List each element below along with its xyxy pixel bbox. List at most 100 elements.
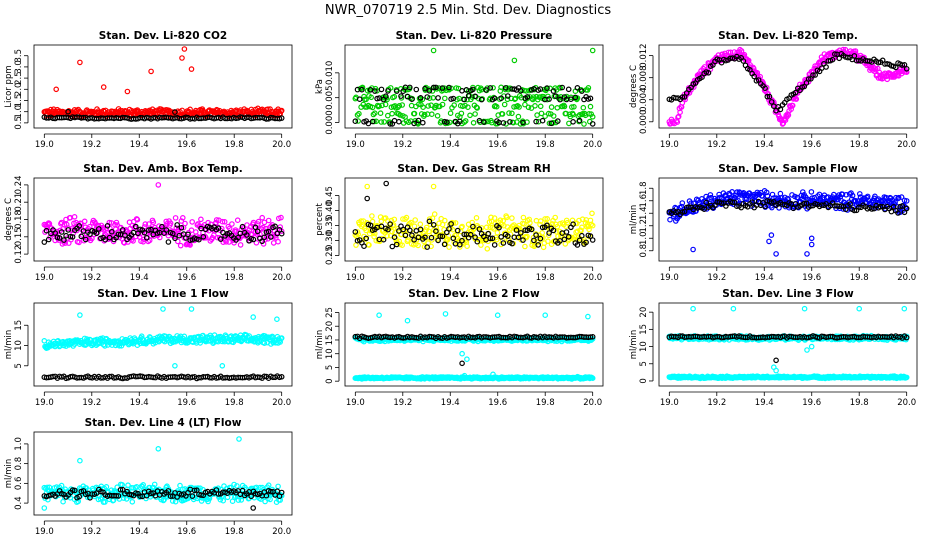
data-point [509, 110, 515, 117]
data-point [546, 96, 552, 102]
y-tick-label: 15 [639, 324, 649, 335]
data-point [441, 241, 448, 248]
data-point [408, 219, 414, 226]
data-point [417, 95, 424, 101]
data-point [115, 231, 122, 238]
data-point [512, 95, 519, 102]
data-point [422, 234, 428, 241]
data-point [239, 223, 246, 230]
data-point [82, 236, 89, 243]
data-point [485, 230, 492, 237]
data-point [426, 216, 433, 222]
data-point [259, 214, 266, 221]
x-tick-label: 19.8 [850, 398, 869, 408]
data-point [504, 93, 511, 99]
data-point [96, 226, 102, 232]
y-tick-label: 1.5 [14, 94, 24, 108]
panel-title: Stan. Dev. Gas Stream RH [397, 163, 550, 175]
data-point [467, 231, 474, 238]
data-point [437, 233, 444, 240]
data-point [545, 238, 551, 245]
data-point [429, 215, 436, 222]
data-point [379, 102, 385, 109]
data-point [406, 227, 413, 234]
data-point [221, 219, 228, 225]
data-point [365, 120, 372, 127]
data-point [411, 223, 418, 230]
scatter-points [41, 182, 285, 249]
data-point [254, 228, 261, 235]
data-point [262, 225, 269, 232]
data-point [278, 230, 285, 237]
data-point [524, 233, 530, 240]
plot-frame [33, 177, 293, 262]
y-tick-label: 0 [325, 378, 335, 383]
data-point [182, 220, 188, 227]
data-point [589, 121, 596, 127]
data-point [45, 236, 52, 243]
data-point [113, 219, 120, 226]
data-point [530, 94, 537, 100]
outlier-point [459, 350, 465, 357]
x-tick-label: 19.0 [346, 398, 365, 408]
x-tick-label: 19.2 [707, 398, 726, 408]
data-point [415, 117, 422, 124]
data-point [555, 233, 561, 240]
outlier-point [459, 360, 465, 367]
outlier-point [804, 347, 810, 353]
y-tick-label: 15 [14, 320, 24, 331]
data-point [376, 103, 382, 109]
data-point [738, 48, 745, 54]
data-point [489, 235, 496, 242]
data-point [545, 93, 551, 100]
data-point [369, 104, 376, 111]
data-point [546, 120, 553, 127]
data-point [456, 241, 463, 248]
y-tick-label: 3.5 [14, 49, 24, 63]
data-point [561, 103, 568, 110]
data-point [484, 246, 491, 252]
data-point [237, 242, 244, 248]
data-point [537, 218, 544, 224]
data-point [901, 62, 908, 68]
y-axis-label: ml/min [629, 330, 639, 360]
x-tick-label: 20.0 [583, 140, 602, 150]
data-point [411, 237, 417, 243]
data-point [260, 224, 266, 231]
y-tick-label: 1.2 [639, 219, 649, 233]
data-point [563, 229, 570, 235]
outlier-point [172, 109, 178, 115]
x-tick-label: 19.2 [707, 140, 726, 150]
data-point [554, 105, 561, 111]
outlier-point [430, 47, 437, 54]
data-point [504, 233, 511, 239]
data-point [352, 229, 359, 235]
data-point [533, 232, 539, 238]
data-point [490, 226, 497, 232]
data-point [589, 237, 596, 243]
y-tick-label: 5 [325, 365, 335, 370]
y-tick-label: 1.8 [639, 181, 649, 195]
data-point [93, 230, 100, 237]
outlier-point [690, 305, 696, 312]
data-point [472, 234, 478, 241]
data-point [229, 221, 235, 227]
data-point [487, 85, 494, 91]
data-point [353, 242, 359, 248]
data-point [483, 224, 490, 231]
data-point [545, 232, 552, 239]
outlier-point [766, 238, 772, 245]
y-tick-label: 0.40 [325, 201, 335, 220]
data-point [447, 110, 454, 117]
y-tick-label: 0.000 [639, 110, 649, 134]
x-tick-label: 19.2 [393, 398, 412, 408]
y-tick-label: 15 [325, 335, 335, 346]
data-point [544, 222, 550, 229]
data-point [430, 84, 437, 91]
outlier-point [65, 108, 71, 115]
data-point [542, 216, 548, 222]
x-tick-label: 19.2 [393, 140, 412, 150]
outlier-point [773, 357, 779, 364]
